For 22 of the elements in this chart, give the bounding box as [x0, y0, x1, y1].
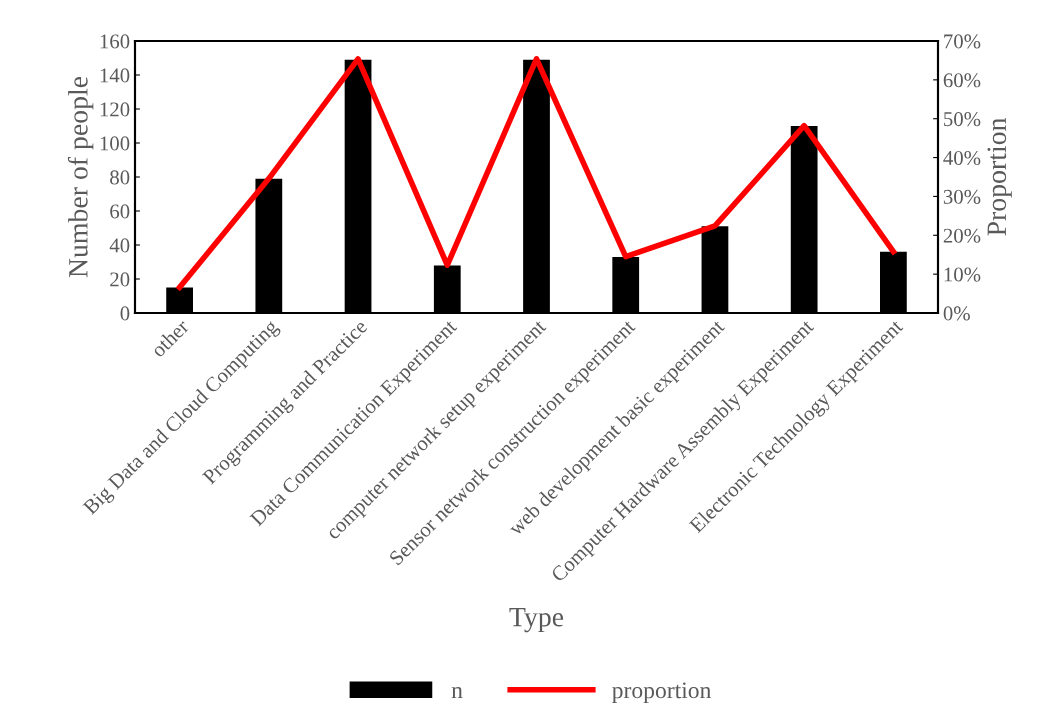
y-tick-label: 160: [100, 34, 130, 49]
y2-tick-label: 60%: [943, 73, 981, 88]
y-tick-label: 140: [100, 68, 130, 83]
y2-tick-label: 20%: [943, 228, 981, 243]
y2-axis-title: Proportion: [987, 118, 1012, 236]
y-tick-label: 20: [110, 272, 130, 287]
y2-tick-label: 70%: [944, 34, 981, 49]
y2-tick-label: 40%: [943, 150, 981, 166]
legend-label: proportion: [612, 682, 712, 704]
y-axis-title: Number of people: [67, 76, 94, 278]
x-axis-title: Type: [509, 607, 564, 633]
y-tick-label: 0: [120, 306, 130, 321]
y-tick-label: 120: [100, 102, 130, 117]
y2-tick-label: 10%: [944, 267, 981, 282]
y-tick-label: 100: [100, 136, 130, 151]
y-tick-label: 60: [110, 204, 130, 219]
y-tick-label: 80: [110, 170, 130, 185]
y-tick-label: 40: [109, 238, 130, 253]
y2-tick-label: 0%: [943, 306, 970, 321]
legend-label: n: [451, 686, 463, 699]
y2-tick-label: 30%: [943, 189, 981, 204]
y2-tick-label: 50%: [944, 112, 981, 127]
